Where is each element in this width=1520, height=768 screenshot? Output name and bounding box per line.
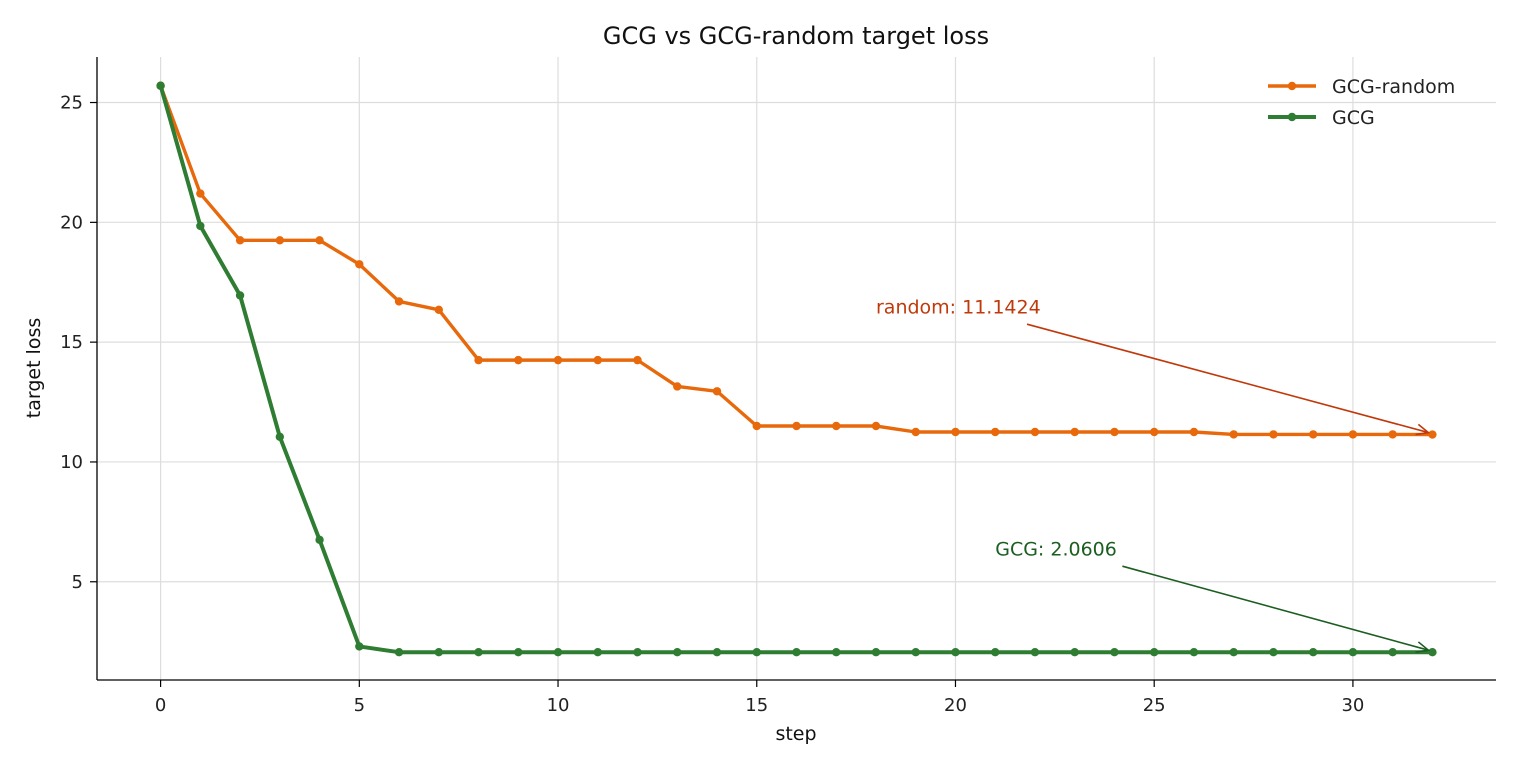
gcg-random-point xyxy=(315,236,324,245)
gcg-random-point xyxy=(1348,430,1358,439)
x-tick-label: 5 xyxy=(354,695,365,716)
x-tick-label: 15 xyxy=(745,695,768,716)
gcg-point xyxy=(951,648,960,657)
gcg-point xyxy=(514,648,523,657)
gcg-random-point xyxy=(553,355,563,365)
gcg-random-point xyxy=(633,355,642,365)
gcg-random-point xyxy=(1229,430,1238,439)
gcg-random-point xyxy=(1110,427,1119,437)
gcg-point xyxy=(1189,648,1199,657)
gcg-point xyxy=(871,648,881,657)
gcg-point xyxy=(633,648,642,657)
y-tick-label: 5 xyxy=(72,572,83,593)
gcg-random-point xyxy=(593,355,602,365)
annotation-label: GCG: 2.0606 xyxy=(995,538,1117,560)
gcg-point xyxy=(235,291,245,300)
gcg-point xyxy=(1070,648,1079,657)
gcg-random-point xyxy=(196,189,205,198)
annotations: random: 11.1424 GCG: 2.0606 xyxy=(876,296,1431,653)
gcg-point xyxy=(752,648,761,657)
annotation-arrow xyxy=(1122,565,1429,651)
y-tick-label: 20 xyxy=(60,212,83,233)
gcg-random-point xyxy=(275,236,285,245)
gcg-random-point xyxy=(434,305,444,314)
gcg-random-point xyxy=(474,355,483,365)
annotation-arrowhead xyxy=(1415,641,1431,653)
y-tick-label: 15 xyxy=(60,332,83,353)
gcg-random-point xyxy=(1388,430,1397,439)
x-axis-label: step xyxy=(775,723,816,745)
gcg-random-point xyxy=(1308,430,1318,439)
gcg-point xyxy=(1428,647,1437,657)
annotation-arrowhead xyxy=(1415,423,1431,436)
series xyxy=(156,81,1437,657)
annotation-arrow xyxy=(1026,323,1429,434)
gcg-point xyxy=(1348,648,1358,657)
gcg-point xyxy=(434,648,444,657)
gcg-random-point xyxy=(1149,427,1159,437)
legend-label-gcg: GCG xyxy=(1332,107,1375,129)
gcg-random-point xyxy=(911,427,920,437)
gcg-point xyxy=(394,648,404,657)
y-axis-label: target loss xyxy=(23,318,45,419)
gcg-point xyxy=(593,648,602,657)
gcg-random-point xyxy=(752,421,761,431)
gcg-random-point xyxy=(235,236,245,245)
gcg-point xyxy=(196,221,205,231)
legend-label-gcg-random: GCG-random xyxy=(1332,76,1455,98)
gcg-point xyxy=(792,648,801,657)
gcg-point xyxy=(1388,648,1397,657)
gcg-random-point xyxy=(355,260,364,269)
gcg-random-point xyxy=(514,355,523,365)
gcg-random-point xyxy=(832,421,841,431)
gcg-point xyxy=(673,648,682,657)
gcg-point xyxy=(553,648,563,657)
gcg-random-point xyxy=(1189,427,1199,437)
legend: GCG-random GCG xyxy=(1268,76,1455,129)
gcg-random-point xyxy=(951,427,960,437)
gcg-point xyxy=(275,432,285,441)
gcg-point xyxy=(1229,648,1238,657)
gcg-random-point xyxy=(991,427,1000,437)
legend-marker-gcg xyxy=(1287,112,1297,122)
x-tick-label: 30 xyxy=(1341,695,1364,716)
gcg-line xyxy=(158,85,1433,655)
gcg-point xyxy=(712,648,722,657)
chart-title: GCG vs GCG-random target loss xyxy=(603,22,989,50)
x-tick-label: 0 xyxy=(155,695,166,716)
ticks: 0 5 10 15 20 25 30 5 10 15 20 25 xyxy=(60,93,1364,716)
gcg-random-point xyxy=(673,382,682,391)
gcg-random-point xyxy=(1070,427,1079,437)
axes xyxy=(96,57,1496,681)
gcg-point xyxy=(1030,648,1040,657)
grid xyxy=(97,57,1496,680)
annotation-label: random: 11.1424 xyxy=(876,296,1041,318)
gcg-point xyxy=(991,648,1000,657)
gcg-random-point xyxy=(1428,430,1437,439)
gcg-point xyxy=(1269,648,1278,657)
legend-marker-gcg-random xyxy=(1287,81,1297,91)
gcg-point xyxy=(474,648,483,657)
gcg-random-point xyxy=(712,387,722,396)
gcg-point xyxy=(1149,648,1159,657)
gcg-point xyxy=(832,648,841,657)
gcg-point xyxy=(355,642,364,651)
y-tick-label: 25 xyxy=(60,93,83,114)
gcg-point xyxy=(1110,648,1119,657)
x-tick-label: 20 xyxy=(944,695,967,716)
gcg-random-point xyxy=(792,421,801,431)
gcg-point xyxy=(156,81,165,90)
gcg-random-point xyxy=(1030,427,1040,437)
gcg-random-point xyxy=(394,297,404,306)
gcg-random-point xyxy=(1269,430,1278,439)
gcg-random-point xyxy=(871,421,881,431)
y-tick-label: 10 xyxy=(60,452,83,473)
gcg-point xyxy=(315,535,324,545)
x-tick-label: 25 xyxy=(1143,695,1166,716)
x-tick-label: 10 xyxy=(547,695,570,716)
gcg-point xyxy=(1308,648,1318,657)
gcg-point xyxy=(911,648,920,657)
